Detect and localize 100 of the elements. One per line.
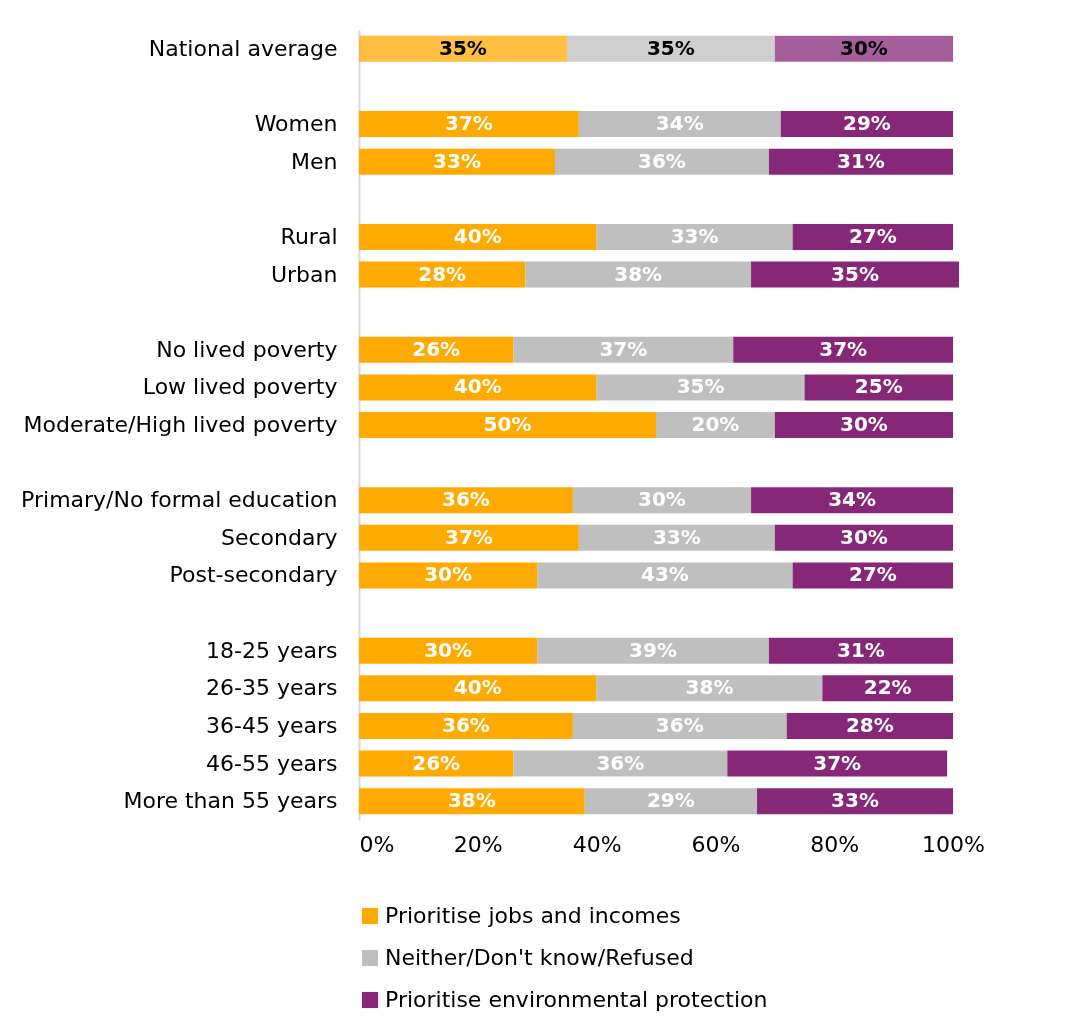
data-label: 36% (441, 712, 490, 737)
x-tick-label: 20% (453, 831, 503, 857)
bar (359, 261, 526, 288)
data-label: 30% (424, 562, 473, 587)
data-label: 33% (652, 524, 701, 549)
bar (359, 374, 597, 401)
x-tick-label: 60% (691, 831, 741, 857)
data-label: 22% (863, 675, 912, 700)
data-label: 33% (670, 223, 719, 248)
data-label: 31% (837, 148, 885, 173)
data-label: 33% (433, 148, 481, 173)
data-label: 27% (848, 562, 897, 587)
data-label: 34% (655, 111, 704, 136)
y-tick-label: 46-55 years (206, 750, 338, 776)
data-label: 29% (842, 111, 891, 136)
data-label: 26% (412, 750, 461, 775)
bar (792, 562, 954, 589)
legend-label: Prioritise environmental protection (385, 987, 768, 1012)
bar (786, 712, 954, 739)
data-label: 37% (444, 524, 493, 549)
data-label: 35% (646, 35, 695, 60)
bar (596, 223, 793, 250)
bar (757, 788, 954, 815)
data-label: 28% (418, 261, 467, 286)
data-label: 36% (638, 148, 686, 173)
bar (359, 412, 657, 438)
bar (774, 524, 954, 551)
bar (359, 35, 567, 62)
data-label: 35% (676, 374, 725, 399)
data-label: 37% (599, 336, 648, 361)
data-label: 26% (412, 336, 461, 361)
data-label: 35% (831, 261, 879, 286)
data-label: 36% (596, 750, 645, 775)
y-tick-label: Primary/No formal education (21, 487, 338, 513)
bar (359, 788, 585, 815)
data-label: 37% (813, 750, 862, 775)
data-label: 39% (629, 637, 677, 662)
bar (792, 223, 954, 250)
bar (584, 788, 758, 815)
y-tick-label: No lived poverty (156, 336, 338, 362)
data-label: 37% (444, 111, 493, 136)
bar (359, 637, 538, 664)
bar (596, 374, 805, 401)
y-tick-label: Post-secondary (169, 562, 338, 588)
bar (359, 148, 556, 175)
bar (359, 712, 573, 739)
bar (525, 261, 752, 288)
y-tick-label: 18-25 years (206, 637, 338, 663)
bar (727, 750, 948, 777)
bar (751, 261, 959, 288)
data-label: 29% (646, 788, 695, 813)
data-label: 40% (453, 223, 502, 248)
bar (359, 524, 579, 551)
data-label: 37% (819, 336, 868, 361)
bar (572, 487, 752, 514)
bar (513, 750, 728, 777)
data-label: 38% (685, 675, 734, 700)
y-tick-label: Low lived poverty (142, 374, 338, 400)
bar (774, 412, 954, 438)
data-label: 30% (638, 487, 686, 512)
data-label: 20% (691, 412, 740, 436)
bar (768, 148, 954, 175)
bar (555, 148, 769, 175)
data-label: 30% (840, 35, 888, 60)
data-label: 40% (453, 675, 502, 700)
legend-label: Prioritise jobs and incomes (385, 903, 681, 928)
bar (768, 637, 954, 664)
data-label: 35% (439, 35, 487, 60)
data-label: 28% (845, 712, 894, 737)
data-label: 30% (424, 637, 473, 662)
data-label: 34% (828, 487, 877, 512)
data-label: 27% (848, 223, 897, 248)
bar (572, 712, 787, 739)
y-tick-label: More than 55 years (123, 788, 338, 814)
data-label: 38% (614, 261, 663, 286)
bar (359, 487, 573, 514)
bar (578, 524, 775, 551)
y-tick-label: 26-35 years (206, 675, 338, 701)
bar (537, 562, 793, 589)
x-tick-label: 80% (810, 831, 860, 857)
data-label: 30% (840, 412, 888, 436)
x-tick-label: 40% (572, 831, 622, 857)
bar (774, 35, 954, 62)
bar (537, 637, 769, 664)
data-label: 33% (831, 788, 879, 813)
bar (780, 111, 954, 138)
y-tick-label: 36-45 years (206, 712, 338, 738)
y-tick-label: Women (254, 111, 338, 137)
data-label: 36% (441, 487, 490, 512)
bar (751, 487, 954, 514)
bar (578, 111, 781, 138)
data-label: 38% (447, 788, 496, 813)
bar (359, 675, 597, 702)
data-label: 40% (453, 374, 502, 399)
bar (596, 675, 823, 702)
x-tick-label: 100% (922, 831, 986, 857)
x-tick-label: 0% (359, 831, 395, 857)
y-tick-label: Urban (270, 261, 338, 287)
bar (733, 336, 954, 363)
bar (513, 336, 734, 363)
